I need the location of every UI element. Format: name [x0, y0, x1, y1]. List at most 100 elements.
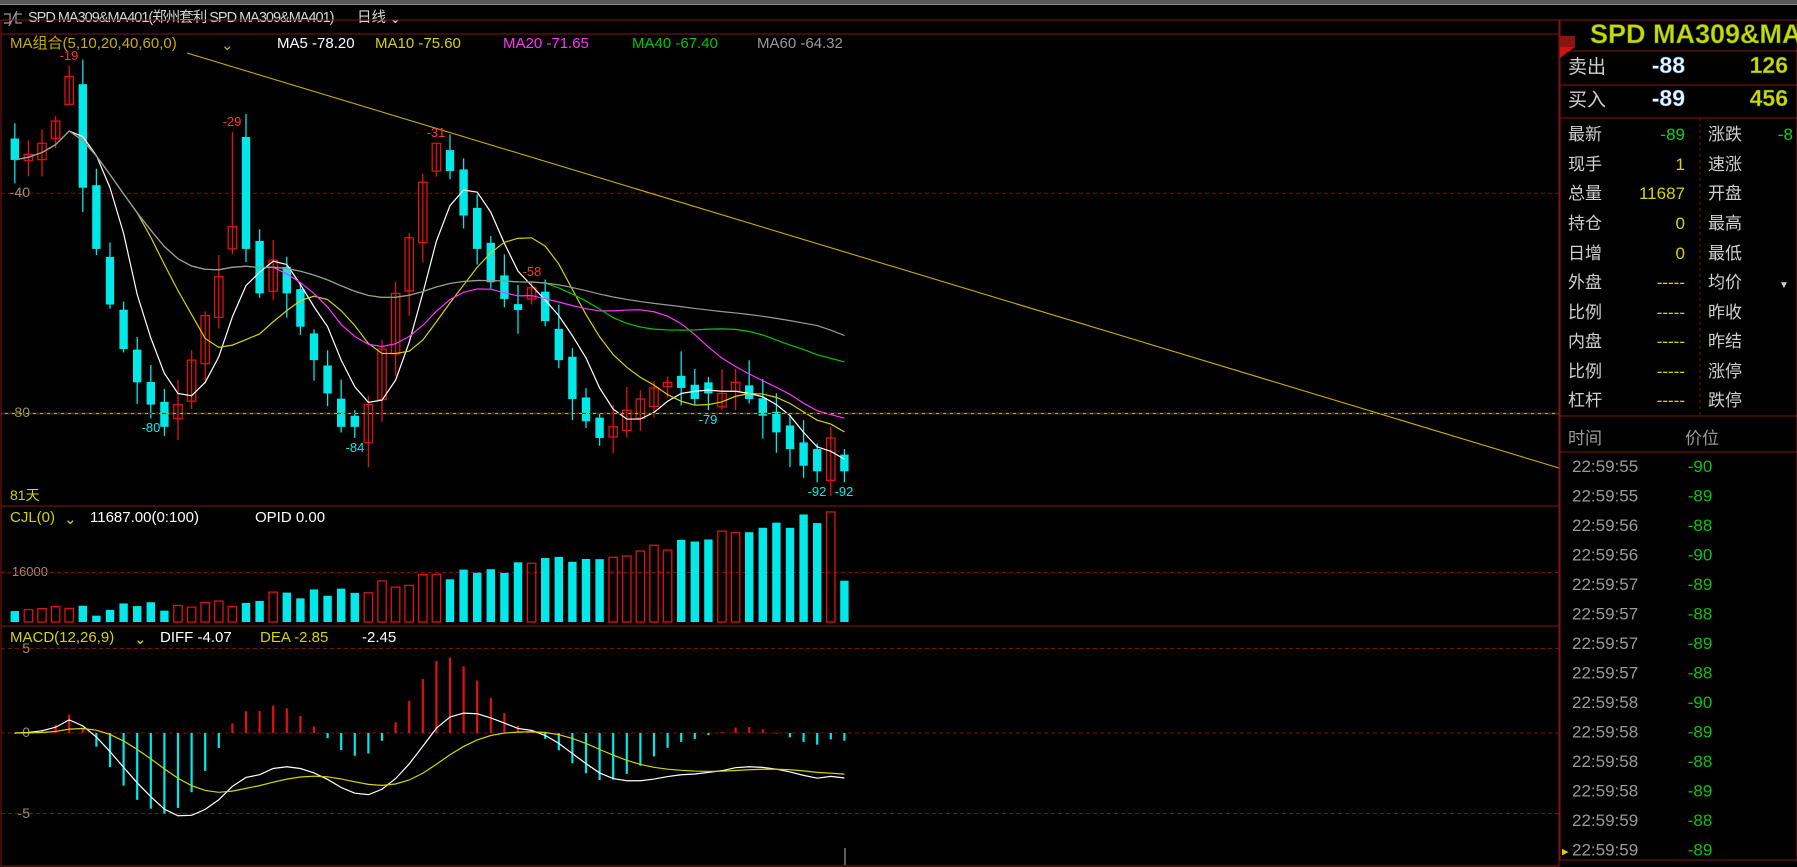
svg-text:价位: 价位 [1685, 429, 1719, 448]
svg-text:22:59:59: 22:59:59 [1572, 841, 1638, 860]
svg-text:11687.00(0:100): 11687.00(0:100) [90, 509, 199, 526]
svg-text:内盘: 内盘 [1568, 332, 1602, 351]
svg-text:-19: -19 [60, 48, 79, 63]
svg-text:-----: ----- [1657, 273, 1685, 292]
svg-text:-90: -90 [1688, 546, 1713, 565]
svg-text:昨结: 昨结 [1708, 332, 1742, 351]
svg-text:SPD MA309&MA401: SPD MA309&MA401 [1590, 19, 1797, 49]
svg-text:DEA -2.85: DEA -2.85 [260, 629, 328, 646]
svg-text:22:59:57: 22:59:57 [1572, 575, 1638, 594]
svg-text:CJL(0): CJL(0) [10, 509, 55, 526]
svg-text:22:59:57: 22:59:57 [1572, 664, 1638, 683]
svg-text:-89: -89 [1660, 125, 1685, 144]
svg-text:22:59:58: 22:59:58 [1572, 693, 1638, 712]
svg-text:22:59:58: 22:59:58 [1572, 723, 1638, 742]
svg-text:126: 126 [1750, 52, 1788, 78]
svg-text:22:59:55: 22:59:55 [1572, 457, 1638, 476]
svg-text:-58: -58 [523, 264, 542, 279]
svg-text:11687: 11687 [1639, 184, 1685, 203]
svg-text:比例: 比例 [1568, 362, 1602, 381]
svg-text:总量: 总量 [1568, 184, 1602, 203]
svg-text:MA40 -67.40: MA40 -67.40 [632, 35, 718, 52]
svg-text:81天: 81天 [10, 487, 40, 503]
svg-text:0: 0 [1676, 214, 1685, 233]
svg-text:-----: ----- [1657, 332, 1685, 351]
svg-text:-80: -80 [142, 420, 161, 435]
svg-text:-89: -89 [1688, 634, 1713, 653]
svg-text:涨停: 涨停 [1708, 362, 1742, 381]
svg-text:DIFF -4.07: DIFF -4.07 [160, 629, 232, 646]
svg-text:-88: -88 [1688, 811, 1713, 830]
svg-text:22:59:57: 22:59:57 [1572, 605, 1638, 624]
svg-text:最高: 最高 [1708, 214, 1742, 233]
svg-text:-88: -88 [1688, 605, 1713, 624]
svg-text:-90: -90 [1688, 457, 1713, 476]
svg-text:涨跌: 涨跌 [1708, 125, 1742, 144]
svg-text:MA5 -78.20: MA5 -78.20 [277, 35, 355, 52]
svg-text:OPID 0.00: OPID 0.00 [255, 509, 325, 526]
svg-text:-29: -29 [223, 114, 242, 129]
svg-text:-40: -40 [10, 184, 30, 200]
svg-text:22:59:56: 22:59:56 [1572, 546, 1638, 565]
svg-text:22:59:58: 22:59:58 [1572, 752, 1638, 771]
svg-text:-92: -92 [835, 484, 854, 499]
svg-text:速涨: 速涨 [1708, 155, 1742, 174]
svg-text:-89: -89 [1652, 85, 1685, 111]
svg-text:买入: 买入 [1568, 90, 1606, 111]
svg-text:-90: -90 [1688, 693, 1713, 712]
svg-text:⌄: ⌄ [134, 631, 147, 648]
svg-text:-89: -89 [1688, 841, 1713, 860]
svg-text:16000: 16000 [12, 564, 48, 579]
svg-text:最新: 最新 [1568, 125, 1602, 144]
svg-text:▸: ▸ [1562, 844, 1569, 859]
svg-text:22:59:59: 22:59:59 [1572, 811, 1638, 830]
svg-text:现手: 现手 [1568, 155, 1602, 174]
svg-text:-88: -88 [1688, 664, 1713, 683]
svg-text:-89: -89 [1688, 782, 1713, 801]
svg-text:均价: 均价 [1708, 273, 1742, 292]
svg-text:MA60 -64.32: MA60 -64.32 [757, 35, 843, 52]
svg-text:-89: -89 [1688, 723, 1713, 742]
svg-text:时间: 时间 [1568, 429, 1602, 448]
svg-text:外盘: 外盘 [1568, 273, 1602, 292]
svg-text:-88: -88 [1688, 516, 1713, 535]
svg-text:-89: -89 [1688, 575, 1713, 594]
svg-text:昨收: 昨收 [1708, 303, 1742, 322]
svg-text:开盘: 开盘 [1708, 184, 1742, 203]
svg-text:MA20 -71.65: MA20 -71.65 [503, 35, 589, 52]
svg-text:-----: ----- [1657, 391, 1685, 410]
svg-text:-84: -84 [346, 440, 365, 455]
svg-text:22:59:58: 22:59:58 [1572, 782, 1638, 801]
svg-text:卖出: 卖出 [1568, 56, 1606, 78]
svg-text:22:59:56: 22:59:56 [1572, 516, 1638, 535]
svg-text:▼: ▼ [1779, 280, 1789, 291]
svg-text:-----: ----- [1657, 303, 1685, 322]
svg-text:22:59:55: 22:59:55 [1572, 487, 1638, 506]
svg-text:-79: -79 [699, 412, 718, 427]
svg-text:-31: -31 [427, 125, 446, 140]
svg-text:-----: ----- [1657, 362, 1685, 381]
svg-text:-89: -89 [1688, 487, 1713, 506]
svg-text:-80: -80 [10, 404, 30, 420]
svg-text:1: 1 [1676, 155, 1685, 174]
svg-text:跌停: 跌停 [1708, 391, 1742, 410]
svg-text:日增: 日增 [1568, 244, 1602, 263]
svg-text:⌄: ⌄ [64, 511, 77, 528]
svg-text:-8: -8 [1778, 125, 1793, 144]
svg-text:⌄: ⌄ [221, 37, 234, 54]
svg-text:-88: -88 [1688, 752, 1713, 771]
svg-text:日线: 日线 [357, 9, 386, 26]
svg-text:456: 456 [1750, 85, 1788, 111]
svg-text:SPD MA309&MA401(郑州套利 SPD MA309: SPD MA309&MA401(郑州套利 SPD MA309&MA401) [28, 9, 334, 26]
svg-text:持仓: 持仓 [1568, 214, 1602, 233]
svg-text:⌄: ⌄ [389, 10, 402, 27]
svg-text:MA10 -75.60: MA10 -75.60 [375, 35, 461, 52]
svg-text:22:59:57: 22:59:57 [1572, 634, 1638, 653]
svg-text:最低: 最低 [1708, 244, 1742, 263]
svg-text:MA组合(5,10,20,40,60,0): MA组合(5,10,20,40,60,0) [10, 35, 177, 52]
svg-text:-92: -92 [808, 484, 827, 499]
svg-text:0: 0 [1676, 244, 1685, 263]
svg-text:-2.45: -2.45 [362, 629, 396, 646]
svg-text:-88: -88 [1652, 52, 1685, 78]
svg-text:比例: 比例 [1568, 303, 1602, 322]
